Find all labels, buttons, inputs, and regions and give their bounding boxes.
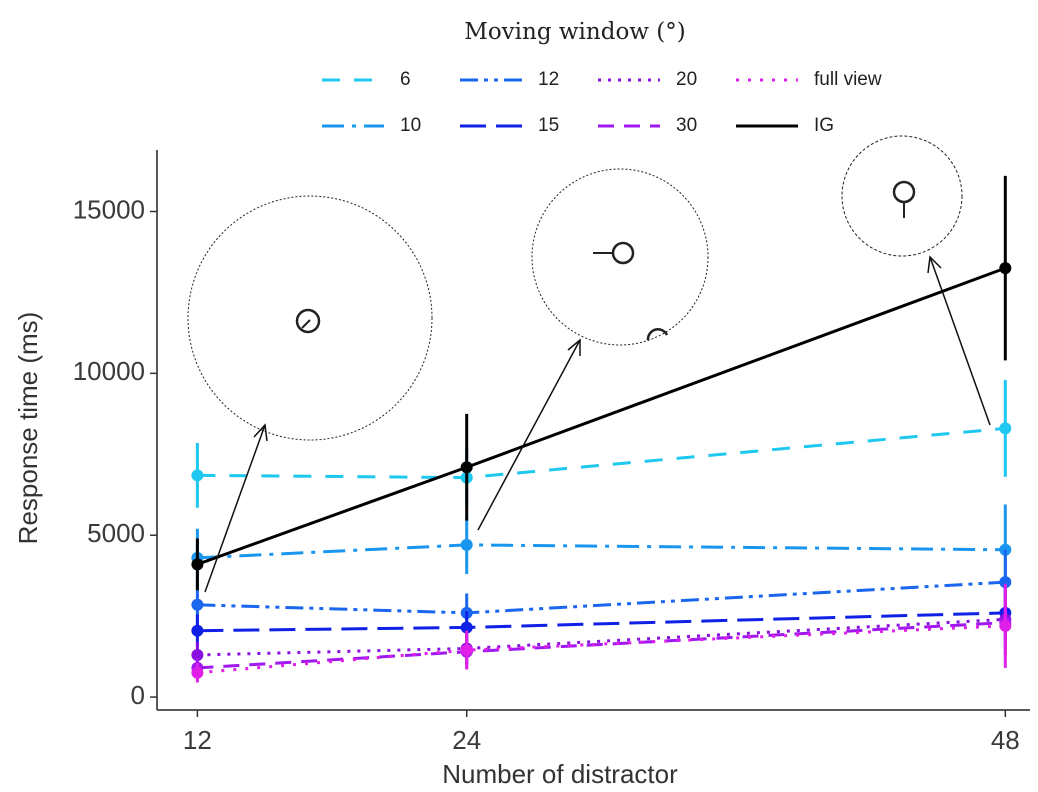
series-line xyxy=(197,580,1006,615)
legend-label: 15 xyxy=(538,115,559,136)
legend-label: full view xyxy=(814,69,882,90)
y-tick-label: 10000 xyxy=(73,356,145,386)
series-line xyxy=(197,426,1006,480)
point xyxy=(999,576,1012,589)
window-target xyxy=(295,308,321,334)
point xyxy=(460,621,473,634)
window-target xyxy=(892,180,916,204)
point xyxy=(999,619,1012,632)
x-tick-label: 48 xyxy=(991,725,1020,755)
x-axis-label: Number of distractor xyxy=(442,759,678,789)
series xyxy=(191,590,1012,678)
y-tick-label: 15000 xyxy=(73,194,145,224)
series xyxy=(191,175,1012,591)
series xyxy=(191,379,1012,508)
point xyxy=(191,648,204,661)
series-line xyxy=(197,624,1006,675)
inset-illustrations xyxy=(187,135,991,593)
window-inset xyxy=(531,168,709,346)
series xyxy=(191,549,1012,633)
point xyxy=(191,469,204,482)
series-line xyxy=(197,543,1006,560)
legend-label: 12 xyxy=(538,69,559,90)
x-tick-label: 12 xyxy=(183,725,212,755)
y-axis-label: Response time (ms) xyxy=(13,312,43,545)
x-tick-label: 24 xyxy=(452,725,481,755)
legend-label: 10 xyxy=(400,115,421,136)
series-line xyxy=(196,266,1006,566)
legend-label: IG xyxy=(814,115,834,136)
target-stem xyxy=(301,319,311,329)
point xyxy=(191,598,204,611)
point xyxy=(460,538,473,551)
y-tick-label: 0 xyxy=(131,680,145,710)
window-inset xyxy=(841,135,963,257)
window-target xyxy=(611,241,635,265)
series xyxy=(191,586,1012,647)
legend-title: Moving window (°) xyxy=(464,19,685,45)
window-inset xyxy=(187,195,433,441)
legend-label: 30 xyxy=(676,115,697,136)
point xyxy=(191,624,204,637)
y-tick-label: 5000 xyxy=(87,518,145,548)
point xyxy=(191,558,204,571)
point xyxy=(460,644,473,657)
plot-area: 0 5000 10000 15000 12 24 48 xyxy=(73,150,1030,755)
series xyxy=(191,583,1012,683)
series xyxy=(191,504,1012,596)
legend-label: 6 xyxy=(400,69,411,90)
point xyxy=(999,262,1012,275)
window-target xyxy=(646,328,669,341)
arrows xyxy=(204,255,991,593)
point xyxy=(460,461,473,474)
point xyxy=(999,422,1012,435)
point xyxy=(191,666,204,679)
legend-label: 20 xyxy=(676,69,697,90)
